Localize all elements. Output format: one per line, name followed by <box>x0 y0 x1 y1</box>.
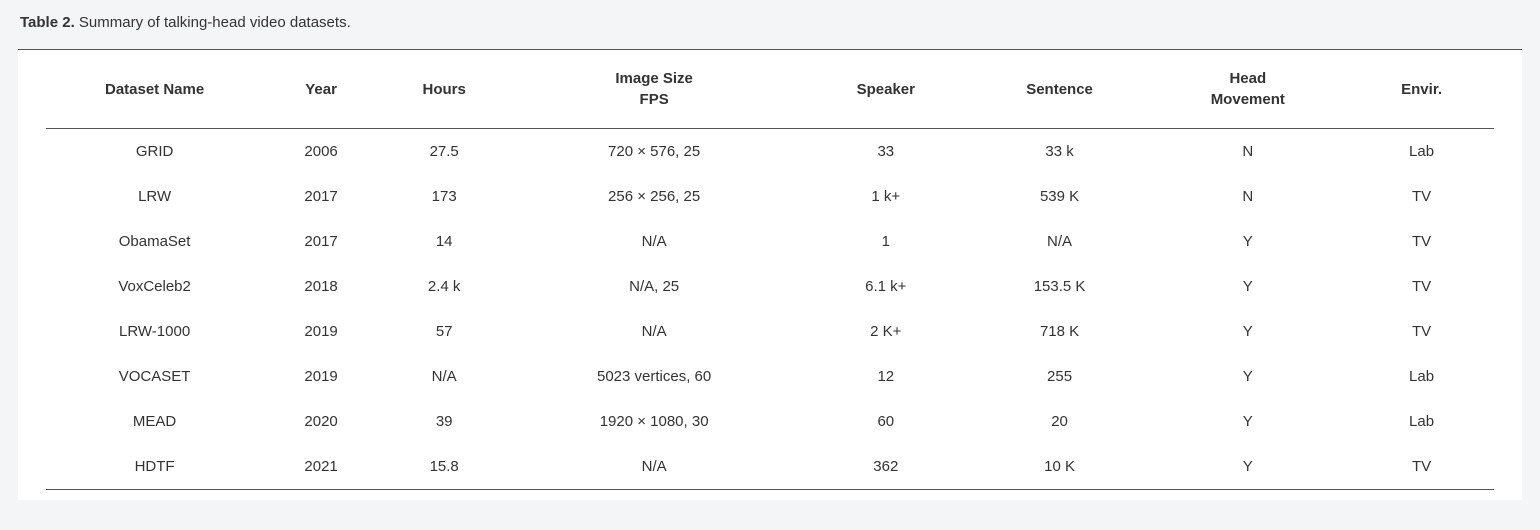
cell-sentence: N/A <box>973 219 1147 264</box>
table-row: LRW 2017 173 256 × 256, 25 1 k+ 539 K N … <box>46 174 1494 219</box>
cell-speaker: 362 <box>799 444 973 490</box>
cell-year: 2018 <box>263 264 379 309</box>
cell-envir: TV <box>1349 309 1494 354</box>
cell-hours: 2.4 k <box>379 264 509 309</box>
table-caption-text: Summary of talking-head video datasets. <box>79 14 351 31</box>
cell-hours: 173 <box>379 174 509 219</box>
cell-speaker: 2 K+ <box>799 309 973 354</box>
table-container: Dataset Name Year Hours Image Size FPS S… <box>18 49 1522 500</box>
table-row: GRID 2006 27.5 720 × 576, 25 33 33 k N L… <box>46 129 1494 175</box>
cell-dataset: HDTF <box>46 444 263 490</box>
cell-headmv: N <box>1146 174 1349 219</box>
cell-imgsize: N/A, 25 <box>509 264 799 309</box>
cell-headmv: Y <box>1146 354 1349 399</box>
cell-speaker: 33 <box>799 129 973 175</box>
col-header-text: Year <box>305 81 337 98</box>
col-header-envir: Envir. <box>1349 50 1494 129</box>
cell-envir: TV <box>1349 264 1494 309</box>
cell-headmv: N <box>1146 129 1349 175</box>
col-header-text: Hours <box>423 81 466 98</box>
col-header-head-movement: Head Movement <box>1146 50 1349 129</box>
table-row: HDTF 2021 15.8 N/A 362 10 K Y TV <box>46 444 1494 490</box>
cell-speaker: 1 <box>799 219 973 264</box>
cell-dataset: MEAD <box>46 399 263 444</box>
cell-hours: N/A <box>379 354 509 399</box>
cell-envir: Lab <box>1349 399 1494 444</box>
cell-speaker: 60 <box>799 399 973 444</box>
cell-dataset: ObamaSet <box>46 219 263 264</box>
cell-sentence: 33 k <box>973 129 1147 175</box>
table-caption: Table 2. Summary of talking-head video d… <box>20 14 1522 31</box>
cell-imgsize: 256 × 256, 25 <box>509 174 799 219</box>
cell-speaker: 6.1 k+ <box>799 264 973 309</box>
cell-dataset: LRW <box>46 174 263 219</box>
cell-imgsize: 5023 vertices, 60 <box>509 354 799 399</box>
cell-hours: 27.5 <box>379 129 509 175</box>
cell-sentence: 539 K <box>973 174 1147 219</box>
col-header-text: Speaker <box>857 81 915 98</box>
col-header-dataset: Dataset Name <box>46 50 263 129</box>
cell-headmv: Y <box>1146 309 1349 354</box>
cell-envir: Lab <box>1349 129 1494 175</box>
cell-hours: 14 <box>379 219 509 264</box>
table-row: VoxCeleb2 2018 2.4 k N/A, 25 6.1 k+ 153.… <box>46 264 1494 309</box>
cell-sentence: 20 <box>973 399 1147 444</box>
table-row: VOCASET 2019 N/A 5023 vertices, 60 12 25… <box>46 354 1494 399</box>
cell-imgsize: 1920 × 1080, 30 <box>509 399 799 444</box>
cell-sentence: 255 <box>973 354 1147 399</box>
cell-headmv: Y <box>1146 399 1349 444</box>
col-header-text: Head <box>1229 70 1266 87</box>
col-header-year: Year <box>263 50 379 129</box>
cell-year: 2006 <box>263 129 379 175</box>
cell-headmv: Y <box>1146 219 1349 264</box>
cell-year: 2019 <box>263 309 379 354</box>
cell-envir: TV <box>1349 174 1494 219</box>
cell-sentence: 10 K <box>973 444 1147 490</box>
cell-imgsize: 720 × 576, 25 <box>509 129 799 175</box>
cell-dataset: GRID <box>46 129 263 175</box>
cell-dataset: LRW-1000 <box>46 309 263 354</box>
table-caption-label: Table 2. <box>20 14 75 31</box>
cell-imgsize: N/A <box>509 309 799 354</box>
col-header-text: Dataset Name <box>105 81 204 98</box>
cell-hours: 57 <box>379 309 509 354</box>
cell-envir: TV <box>1349 444 1494 490</box>
cell-imgsize: N/A <box>509 219 799 264</box>
table-header-row: Dataset Name Year Hours Image Size FPS S… <box>46 50 1494 129</box>
col-header-text-line2: Movement <box>1152 89 1343 110</box>
cell-sentence: 153.5 K <box>973 264 1147 309</box>
col-header-text: Sentence <box>1026 81 1093 98</box>
cell-dataset: VOCASET <box>46 354 263 399</box>
col-header-image-size-fps: Image Size FPS <box>509 50 799 129</box>
col-header-text-line2: FPS <box>515 89 793 110</box>
table-row: LRW-1000 2019 57 N/A 2 K+ 718 K Y TV <box>46 309 1494 354</box>
cell-year: 2020 <box>263 399 379 444</box>
cell-imgsize: N/A <box>509 444 799 490</box>
col-header-hours: Hours <box>379 50 509 129</box>
datasets-table: Dataset Name Year Hours Image Size FPS S… <box>46 50 1494 490</box>
cell-envir: TV <box>1349 219 1494 264</box>
cell-speaker: 12 <box>799 354 973 399</box>
col-header-sentence: Sentence <box>973 50 1147 129</box>
cell-headmv: Y <box>1146 444 1349 490</box>
table-row: MEAD 2020 39 1920 × 1080, 30 60 20 Y Lab <box>46 399 1494 444</box>
cell-sentence: 718 K <box>973 309 1147 354</box>
cell-year: 2017 <box>263 174 379 219</box>
cell-dataset: VoxCeleb2 <box>46 264 263 309</box>
cell-headmv: Y <box>1146 264 1349 309</box>
cell-speaker: 1 k+ <box>799 174 973 219</box>
col-header-text: Envir. <box>1401 81 1442 98</box>
cell-year: 2017 <box>263 219 379 264</box>
table-row: ObamaSet 2017 14 N/A 1 N/A Y TV <box>46 219 1494 264</box>
cell-year: 2021 <box>263 444 379 490</box>
col-header-text: Image Size <box>615 70 693 87</box>
cell-year: 2019 <box>263 354 379 399</box>
col-header-speaker: Speaker <box>799 50 973 129</box>
cell-envir: Lab <box>1349 354 1494 399</box>
cell-hours: 39 <box>379 399 509 444</box>
table-body: GRID 2006 27.5 720 × 576, 25 33 33 k N L… <box>46 129 1494 490</box>
page: Table 2. Summary of talking-head video d… <box>0 0 1540 530</box>
cell-hours: 15.8 <box>379 444 509 490</box>
